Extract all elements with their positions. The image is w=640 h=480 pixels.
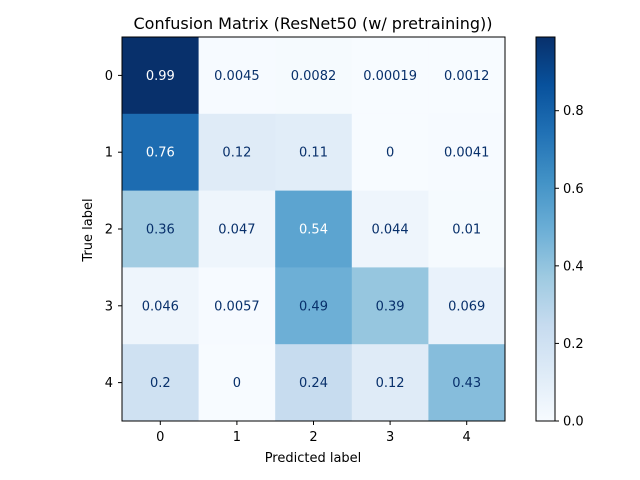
cell-label-3-4: 0.069 (448, 299, 485, 314)
heatmap-cell-0-4 (428, 37, 506, 115)
cell-label-1-1: 0.12 (222, 146, 251, 161)
heatmap-cell-1-3 (351, 113, 429, 192)
colorbar-tick-label-1: 0.2 (563, 337, 584, 352)
cell-label-0-2: 0.0082 (291, 69, 337, 84)
cell-label-0-1: 0.0045 (214, 69, 260, 84)
heatmap-cell-0-3 (351, 37, 429, 115)
cell-label-2-0: 0.36 (146, 223, 175, 238)
y-tick-label-1: 1 (105, 146, 113, 161)
cell-label-0-4: 0.0012 (444, 69, 490, 84)
cell-label-4-1: 0 (233, 376, 241, 391)
y-axis-ticks: 0 1 2 3 4 (105, 69, 122, 391)
cell-label-3-2: 0.49 (299, 299, 328, 314)
y-axis-label: True label (81, 198, 96, 262)
x-axis-ticks: 0 1 2 3 4 (156, 421, 471, 445)
colorbar-tick-label-3: 0.6 (563, 182, 584, 197)
colorbar (535, 36, 556, 422)
heatmap-cell-4-2 (275, 344, 353, 422)
heatmap-cell-0-1 (198, 37, 276, 115)
heatmap-cell-4-0 (122, 344, 200, 422)
heatmap-cell-3-3 (351, 267, 429, 345)
cell-label-1-3: 0 (386, 146, 394, 161)
cell-label-0-0: 0.99 (146, 69, 175, 84)
x-tick-label-0: 0 (156, 430, 164, 445)
cell-label-4-0: 0.2 (150, 376, 171, 391)
y-tick-label-0: 0 (105, 69, 113, 84)
colorbar-tick-label-2: 0.4 (563, 259, 584, 274)
cell-label-4-3: 0.12 (376, 376, 405, 391)
heatmap-cell-4-3 (351, 344, 429, 422)
colorbar-tick-label-0: 0.0 (563, 415, 584, 430)
heatmap-cell-0-0 (122, 37, 200, 115)
x-axis-label: Predicted label (265, 451, 362, 466)
y-tick-label-3: 3 (105, 299, 113, 314)
cell-label-3-3: 0.39 (376, 299, 405, 314)
x-tick-label-2: 2 (309, 430, 317, 445)
cell-label-1-0: 0.76 (146, 146, 175, 161)
heatmap-cell-1-4 (428, 113, 506, 192)
cell-label-2-3: 0.044 (371, 223, 408, 238)
cell-label-3-1: 0.0057 (214, 299, 260, 314)
heatmap-cell-4-1 (198, 344, 276, 422)
heatmap-cell-1-1 (198, 113, 276, 192)
colorbar-tick-label-4: 0.8 (563, 104, 584, 119)
heatmap-cell-3-0 (122, 267, 200, 345)
cell-label-0-3: 0.00019 (363, 69, 417, 84)
heatmap-cell-3-2 (275, 267, 353, 345)
cell-label-4-2: 0.24 (299, 376, 328, 391)
cell-label-4-4: 0.43 (452, 376, 481, 391)
x-tick-label-1: 1 (233, 430, 241, 445)
heatmap-cell-2-0 (122, 190, 200, 268)
heatmap-cell-2-2 (275, 190, 353, 268)
heatmap-cell-2-3 (351, 190, 429, 268)
cell-label-1-2: 0.11 (299, 146, 328, 161)
heatmap-cell-4-4 (428, 344, 506, 422)
colorbar-ticks: 0.0 0.2 0.4 0.6 0.8 (555, 104, 584, 430)
heatmap-cell-3-4 (428, 267, 506, 345)
heatmap-cells: 0.99 0.0045 0.0082 0.00019 0.0012 0.76 0.12 0.1… (122, 37, 506, 422)
cell-label-2-4: 0.01 (452, 223, 481, 238)
y-tick-label-4: 4 (105, 376, 113, 391)
heatmap-cell-2-4 (428, 190, 506, 268)
chart-title: Confusion Matrix (ResNet50 (w/ pretraini… (134, 14, 493, 33)
heatmap-cell-0-2 (275, 37, 353, 115)
heatmap-cell-1-0 (122, 113, 200, 192)
heatmap-cell-3-1 (198, 267, 276, 345)
heatmap-cell-1-2 (275, 113, 353, 192)
heatmap-cell-2-1 (198, 190, 276, 268)
cell-label-1-4: 0.0041 (444, 146, 490, 161)
x-tick-label-4: 4 (463, 430, 471, 445)
cell-label-2-1: 0.047 (218, 223, 255, 238)
cell-label-3-0: 0.046 (142, 299, 179, 314)
y-tick-label-2: 2 (105, 223, 113, 238)
cell-label-2-2: 0.54 (299, 223, 328, 238)
x-tick-label-3: 3 (386, 430, 394, 445)
